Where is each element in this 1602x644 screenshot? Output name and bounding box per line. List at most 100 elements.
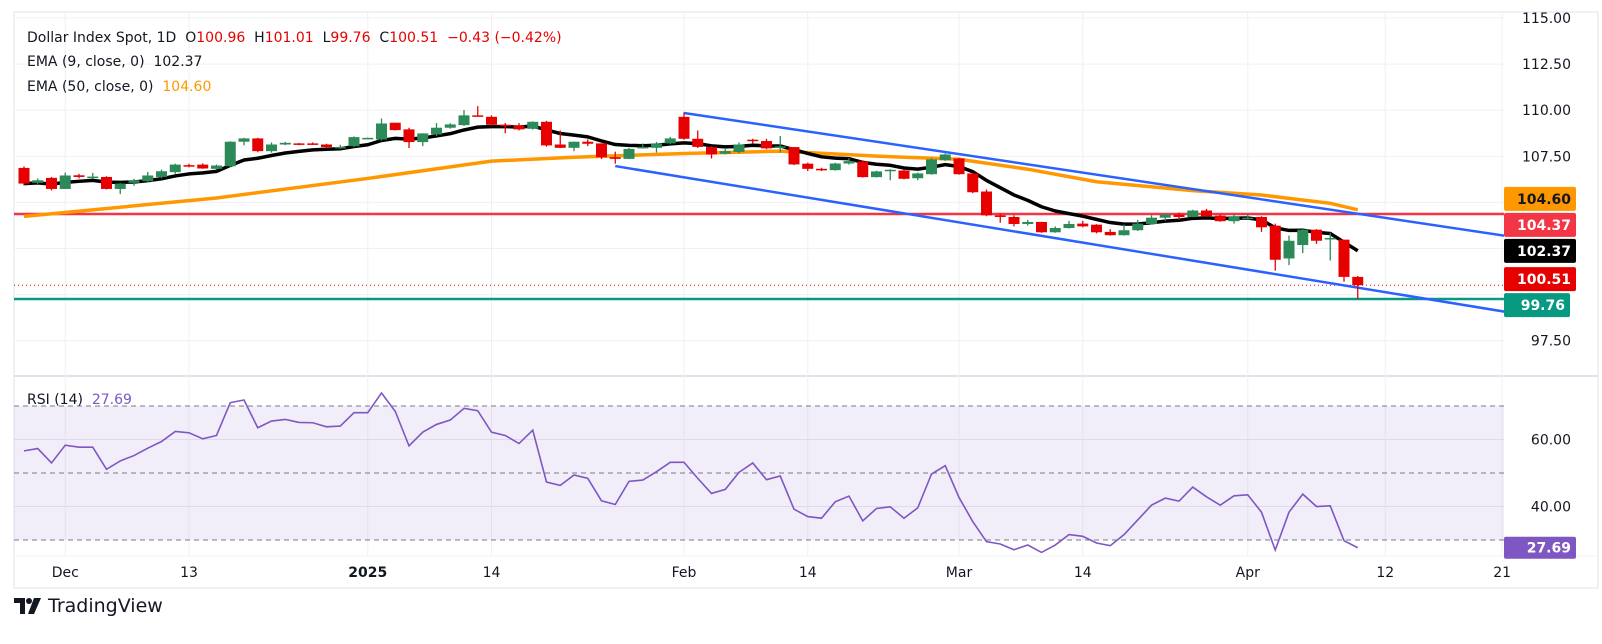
candle[interactable] — [651, 141, 662, 153]
candle[interactable] — [18, 166, 30, 186]
candle[interactable] — [981, 189, 992, 217]
candle[interactable] — [871, 170, 882, 178]
candle[interactable] — [1036, 221, 1047, 233]
candle[interactable] — [857, 160, 869, 178]
candle[interactable] — [266, 142, 277, 153]
candle[interactable] — [1311, 229, 1322, 244]
candle[interactable] — [458, 110, 470, 126]
candle[interactable] — [568, 141, 580, 152]
candle[interactable] — [678, 112, 690, 140]
candle[interactable] — [431, 123, 442, 137]
candle[interactable] — [334, 144, 346, 149]
candle[interactable] — [802, 162, 814, 172]
candle[interactable] — [1283, 235, 1295, 266]
candle[interactable] — [1091, 224, 1102, 234]
candle[interactable] — [513, 123, 525, 131]
candle[interactable] — [609, 151, 621, 164]
candle[interactable] — [1049, 226, 1061, 233]
candle[interactable] — [596, 143, 607, 160]
candle[interactable] — [733, 142, 745, 154]
candle[interactable] — [472, 106, 484, 117]
ema9-legend[interactable]: EMA (9, close, 0) 102.37 — [27, 53, 202, 71]
price-axis[interactable]: 115.00 112.50 110.00 107.50 97.50 104.60 104.3… — [1504, 11, 1576, 350]
candle[interactable] — [774, 136, 786, 153]
candle[interactable] — [719, 148, 731, 155]
candle[interactable] — [1104, 229, 1116, 236]
candle[interactable] — [293, 143, 305, 146]
candle[interactable] — [279, 141, 291, 146]
candle[interactable] — [362, 137, 374, 140]
candle[interactable] — [211, 164, 222, 170]
candle[interactable] — [156, 169, 167, 179]
candle[interactable] — [1022, 219, 1034, 226]
candle[interactable] — [1173, 212, 1185, 220]
candle[interactable] — [788, 147, 800, 166]
candle[interactable] — [444, 123, 456, 129]
candle[interactable] — [1214, 214, 1226, 222]
candle[interactable] — [994, 213, 1006, 223]
candle[interactable] — [664, 136, 676, 145]
candle[interactable] — [527, 121, 539, 130]
candle[interactable] — [32, 178, 44, 184]
candle[interactable] — [376, 118, 387, 141]
candle[interactable] — [1118, 224, 1130, 236]
candle[interactable] — [898, 169, 910, 180]
candle[interactable] — [912, 172, 924, 181]
candle[interactable] — [238, 137, 250, 146]
candle[interactable] — [1256, 216, 1267, 232]
candle[interactable] — [87, 172, 99, 179]
candle[interactable] — [1132, 219, 1144, 231]
candle[interactable] — [46, 176, 57, 191]
candle[interactable] — [348, 136, 360, 148]
candle[interactable] — [486, 115, 497, 126]
candle[interactable] — [169, 163, 181, 174]
candle[interactable] — [1242, 214, 1254, 220]
candle[interactable] — [706, 146, 717, 159]
candle[interactable] — [1269, 223, 1281, 271]
candle[interactable] — [59, 172, 71, 189]
rsi-legend[interactable]: RSI (14) 27.69 — [27, 391, 132, 409]
rsi-line[interactable] — [23, 391, 1359, 554]
candle[interactable] — [884, 169, 896, 181]
channel-upper-line[interactable] — [683, 111, 1506, 237]
candle[interactable] — [73, 173, 85, 179]
candle[interactable] — [224, 141, 236, 168]
candle[interactable] — [114, 183, 126, 195]
candle[interactable] — [967, 172, 979, 194]
candle[interactable] — [252, 137, 264, 153]
candle[interactable] — [499, 123, 511, 134]
rsi-axis[interactable]: 60.00 40.00 27.69 — [1504, 433, 1576, 559]
candle[interactable] — [142, 171, 154, 183]
candle[interactable] — [926, 158, 937, 175]
candle[interactable] — [692, 130, 704, 149]
candle[interactable] — [321, 143, 332, 149]
candle[interactable] — [747, 138, 759, 144]
candle[interactable] — [417, 133, 429, 147]
candle[interactable] — [1159, 213, 1171, 221]
time-axis[interactable]: Dec 13 2025 14 Feb 14 Mar 14 Apr 12 21 — [52, 565, 1511, 581]
candle[interactable] — [829, 162, 841, 171]
candle[interactable] — [307, 142, 319, 145]
candle[interactable] — [1201, 208, 1212, 218]
candle[interactable] — [1324, 232, 1336, 261]
candle[interactable] — [1297, 229, 1309, 254]
candle[interactable] — [1008, 215, 1020, 227]
candle[interactable] — [816, 167, 827, 172]
candle[interactable] — [939, 153, 951, 161]
candle[interactable] — [1228, 214, 1240, 224]
candle[interactable] — [637, 143, 649, 149]
candle[interactable] — [1352, 275, 1364, 300]
candle[interactable] — [541, 120, 552, 147]
candle[interactable] — [953, 157, 965, 175]
candle[interactable] — [843, 158, 855, 165]
candle[interactable] — [403, 127, 415, 149]
ema50-line[interactable] — [23, 149, 1359, 219]
tradingview-logo[interactable]: TradingView — [14, 595, 163, 617]
candle[interactable] — [1338, 239, 1350, 282]
symbol-legend[interactable]: Dollar Index Spot, 1D O100.96 H101.01 L9… — [27, 29, 562, 47]
candle[interactable] — [1063, 220, 1075, 229]
candle[interactable] — [101, 176, 112, 190]
candle[interactable] — [183, 163, 195, 168]
candle[interactable] — [128, 178, 140, 186]
